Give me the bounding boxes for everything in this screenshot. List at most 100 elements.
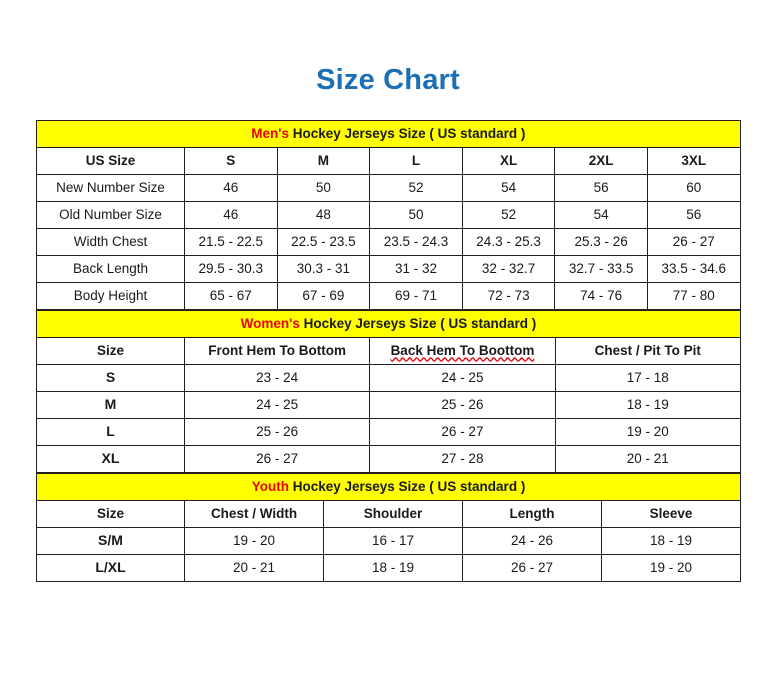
youth-row-1-cell-1: 18 - 19 (323, 554, 463, 582)
mens-row-4-cell-3: 72 - 73 (461, 282, 556, 310)
womens-col-3: Chest / Pit To Pit (554, 337, 741, 365)
mens-col-0: US Size (36, 147, 185, 175)
womens-row-2-cell-2: 19 - 20 (554, 418, 741, 446)
page-title: Size Chart (316, 64, 460, 96)
mens-col-1: S (184, 147, 278, 175)
youth-header-row: Size Chest / Width Shoulder Length Sleev… (36, 500, 742, 528)
youth-section-banner: Youth Hockey Jerseys Size ( US standard … (35, 473, 742, 501)
youth-row-0-cell-3: 18 - 19 (600, 527, 742, 555)
mens-row-0-cell-0: 46 (184, 174, 278, 202)
mens-row-1-cell-5: 56 (646, 201, 741, 229)
womens-row-0-label: S (36, 364, 185, 392)
womens-row-3-label: XL (36, 445, 185, 473)
mens-row-3-cell-1: 30.3 - 31 (276, 255, 371, 283)
womens-row-2-cell-0: 25 - 26 (183, 418, 371, 446)
mens-col-3: L (369, 147, 463, 175)
mens-header-row: US Size S M L XL 2XL 3XL (36, 147, 741, 175)
mens-row-2-label: Width Chest (36, 228, 185, 256)
mens-row-0-label: New Number Size (36, 174, 185, 202)
mens-row-4-cell-1: 67 - 69 (276, 282, 371, 310)
youth-row-1-cell-2: 26 - 27 (462, 554, 602, 582)
table-row: Back Length 29.5 - 30.3 30.3 - 31 31 - 3… (36, 255, 741, 283)
youth-col-0: Size (36, 500, 185, 528)
mens-row-2-cell-1: 22.5 - 23.5 (276, 228, 371, 256)
table-row: L 25 - 26 26 - 27 19 - 20 (36, 418, 741, 446)
youth-row-1-cell-0: 20 - 21 (184, 554, 324, 582)
womens-header-row: Size Front Hem To Bottom Back Hem To Boo… (36, 337, 741, 365)
mens-row-2-cell-5: 26 - 27 (646, 228, 741, 256)
table-row: XL 26 - 27 27 - 28 20 - 21 (36, 445, 741, 473)
womens-row-1-cell-2: 18 - 19 (554, 391, 741, 419)
womens-col-2-label: Back Hem To Boottom (390, 342, 535, 358)
womens-row-1-cell-1: 25 - 26 (369, 391, 556, 419)
table-row: Body Height 65 - 67 67 - 69 69 - 71 72 -… (36, 282, 741, 310)
table-row: Width Chest 21.5 - 22.5 22.5 - 23.5 23.5… (36, 228, 741, 256)
youth-row-0-cell-1: 16 - 17 (323, 527, 463, 555)
mens-row-3-cell-5: 33.5 - 34.6 (646, 255, 741, 283)
womens-size-table: Women's Hockey Jerseys Size ( US standar… (36, 310, 741, 473)
mens-row-0-cell-1: 50 (276, 174, 371, 202)
womens-banner-rest: Hockey Jerseys Size ( US standard ) (299, 315, 537, 331)
youth-row-0-cell-0: 19 - 20 (184, 527, 324, 555)
mens-table-body: Men's Hockey Jerseys Size ( US standard … (36, 120, 741, 310)
mens-banner-row: Men's Hockey Jerseys Size ( US standard … (36, 120, 741, 148)
mens-row-1-cell-2: 50 (369, 201, 463, 229)
womens-row-3-cell-1: 27 - 28 (369, 445, 556, 473)
womens-col-0: Size (36, 337, 185, 365)
mens-row-1-cell-1: 48 (276, 201, 371, 229)
youth-size-table: Youth Hockey Jerseys Size ( US standard … (35, 473, 742, 582)
womens-row-0-cell-2: 17 - 18 (554, 364, 741, 392)
size-chart-tables: Men's Hockey Jerseys Size ( US standard … (35, 120, 742, 582)
mens-row-4-cell-4: 74 - 76 (554, 282, 648, 310)
womens-col-2: Back Hem To Boottom (369, 337, 556, 365)
mens-row-1-cell-0: 46 (184, 201, 278, 229)
mens-row-0-cell-2: 52 (369, 174, 463, 202)
mens-row-3-cell-2: 31 - 32 (369, 255, 463, 283)
mens-row-4-cell-2: 69 - 71 (369, 282, 463, 310)
mens-row-2-cell-0: 21.5 - 22.5 (184, 228, 278, 256)
youth-col-1: Chest / Width (184, 500, 324, 528)
womens-row-2-label: L (36, 418, 185, 446)
mens-size-table: Men's Hockey Jerseys Size ( US standard … (36, 120, 741, 310)
mens-row-2-cell-2: 23.5 - 24.3 (369, 228, 463, 256)
mens-banner-accent: Men's (251, 125, 289, 141)
womens-row-3-cell-2: 20 - 21 (554, 445, 741, 473)
mens-row-3-cell-3: 32 - 32.7 (461, 255, 556, 283)
mens-col-2: M (276, 147, 371, 175)
table-row: Old Number Size 46 48 50 52 54 56 (36, 201, 741, 229)
table-row: S 23 - 24 24 - 25 17 - 18 (36, 364, 741, 392)
mens-row-3-cell-0: 29.5 - 30.3 (184, 255, 278, 283)
mens-row-0-cell-3: 54 (461, 174, 556, 202)
table-row: New Number Size 46 50 52 54 56 60 (36, 174, 741, 202)
table-row: L/XL 20 - 21 18 - 19 26 - 27 19 - 20 (36, 554, 742, 582)
table-row: M 24 - 25 25 - 26 18 - 19 (36, 391, 741, 419)
youth-col-4: Sleeve (600, 500, 742, 528)
mens-row-1-label: Old Number Size (36, 201, 185, 229)
mens-row-4-cell-5: 77 - 80 (646, 282, 741, 310)
mens-row-3-label: Back Length (36, 255, 185, 283)
mens-section-banner: Men's Hockey Jerseys Size ( US standard … (36, 120, 741, 148)
mens-col-6: 3XL (646, 147, 741, 175)
womens-row-1-cell-0: 24 - 25 (183, 391, 371, 419)
womens-banner-row: Women's Hockey Jerseys Size ( US standar… (36, 310, 741, 338)
mens-row-1-cell-3: 52 (461, 201, 556, 229)
youth-row-1-cell-3: 19 - 20 (600, 554, 742, 582)
youth-banner-row: Youth Hockey Jerseys Size ( US standard … (35, 473, 742, 501)
womens-row-0-cell-0: 23 - 24 (183, 364, 371, 392)
youth-col-2: Shoulder (323, 500, 463, 528)
womens-row-0-cell-1: 24 - 25 (369, 364, 556, 392)
womens-banner-accent: Women's (240, 315, 300, 331)
womens-row-1-label: M (36, 391, 185, 419)
youth-banner-rest: Hockey Jerseys Size ( US standard ) (288, 478, 526, 494)
mens-row-2-cell-3: 24.3 - 25.3 (461, 228, 556, 256)
youth-row-1-label: L/XL (36, 554, 185, 582)
youth-table-body: Youth Hockey Jerseys Size ( US standard … (35, 473, 742, 582)
mens-row-2-cell-4: 25.3 - 26 (554, 228, 648, 256)
youth-col-3: Length (462, 500, 602, 528)
mens-row-1-cell-4: 54 (554, 201, 648, 229)
youth-banner-accent: Youth (251, 478, 289, 494)
womens-row-3-cell-0: 26 - 27 (183, 445, 371, 473)
womens-table-body: Women's Hockey Jerseys Size ( US standar… (36, 310, 741, 473)
womens-section-banner: Women's Hockey Jerseys Size ( US standar… (36, 310, 741, 338)
